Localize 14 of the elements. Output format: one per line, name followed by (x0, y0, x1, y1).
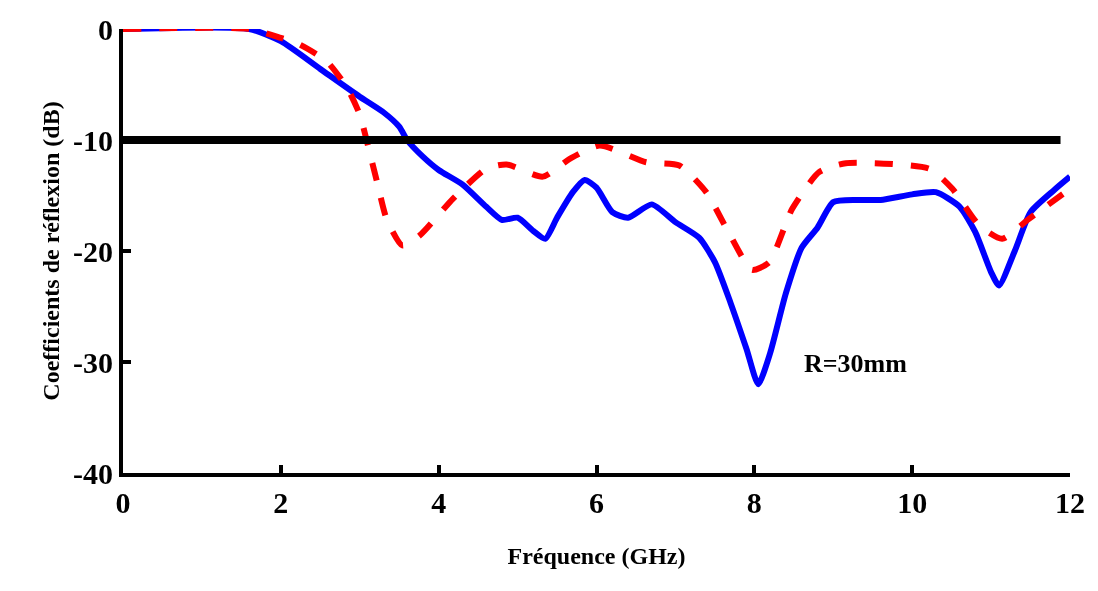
annotation: R=30mm (804, 349, 908, 378)
x-axis-title: Fréquence (GHz) (507, 542, 686, 569)
y-tick-label: -40 (73, 456, 113, 490)
x-tick-label: 2 (273, 486, 289, 519)
y-tick-label: 0 (98, 12, 113, 46)
x-tick-label: 12 (1055, 486, 1085, 519)
x-tick-label: 10 (897, 486, 928, 519)
y-axis-title: Coefficients de réflexion (dB) (37, 101, 64, 401)
x-tick-label: 4 (431, 486, 447, 519)
y-tick-label: -10 (73, 123, 113, 157)
x-tick-label: 8 (746, 486, 762, 519)
y-tick-label: -20 (73, 234, 113, 268)
y-tick-label: -30 (73, 345, 113, 379)
x-tick-label: 6 (589, 486, 604, 519)
